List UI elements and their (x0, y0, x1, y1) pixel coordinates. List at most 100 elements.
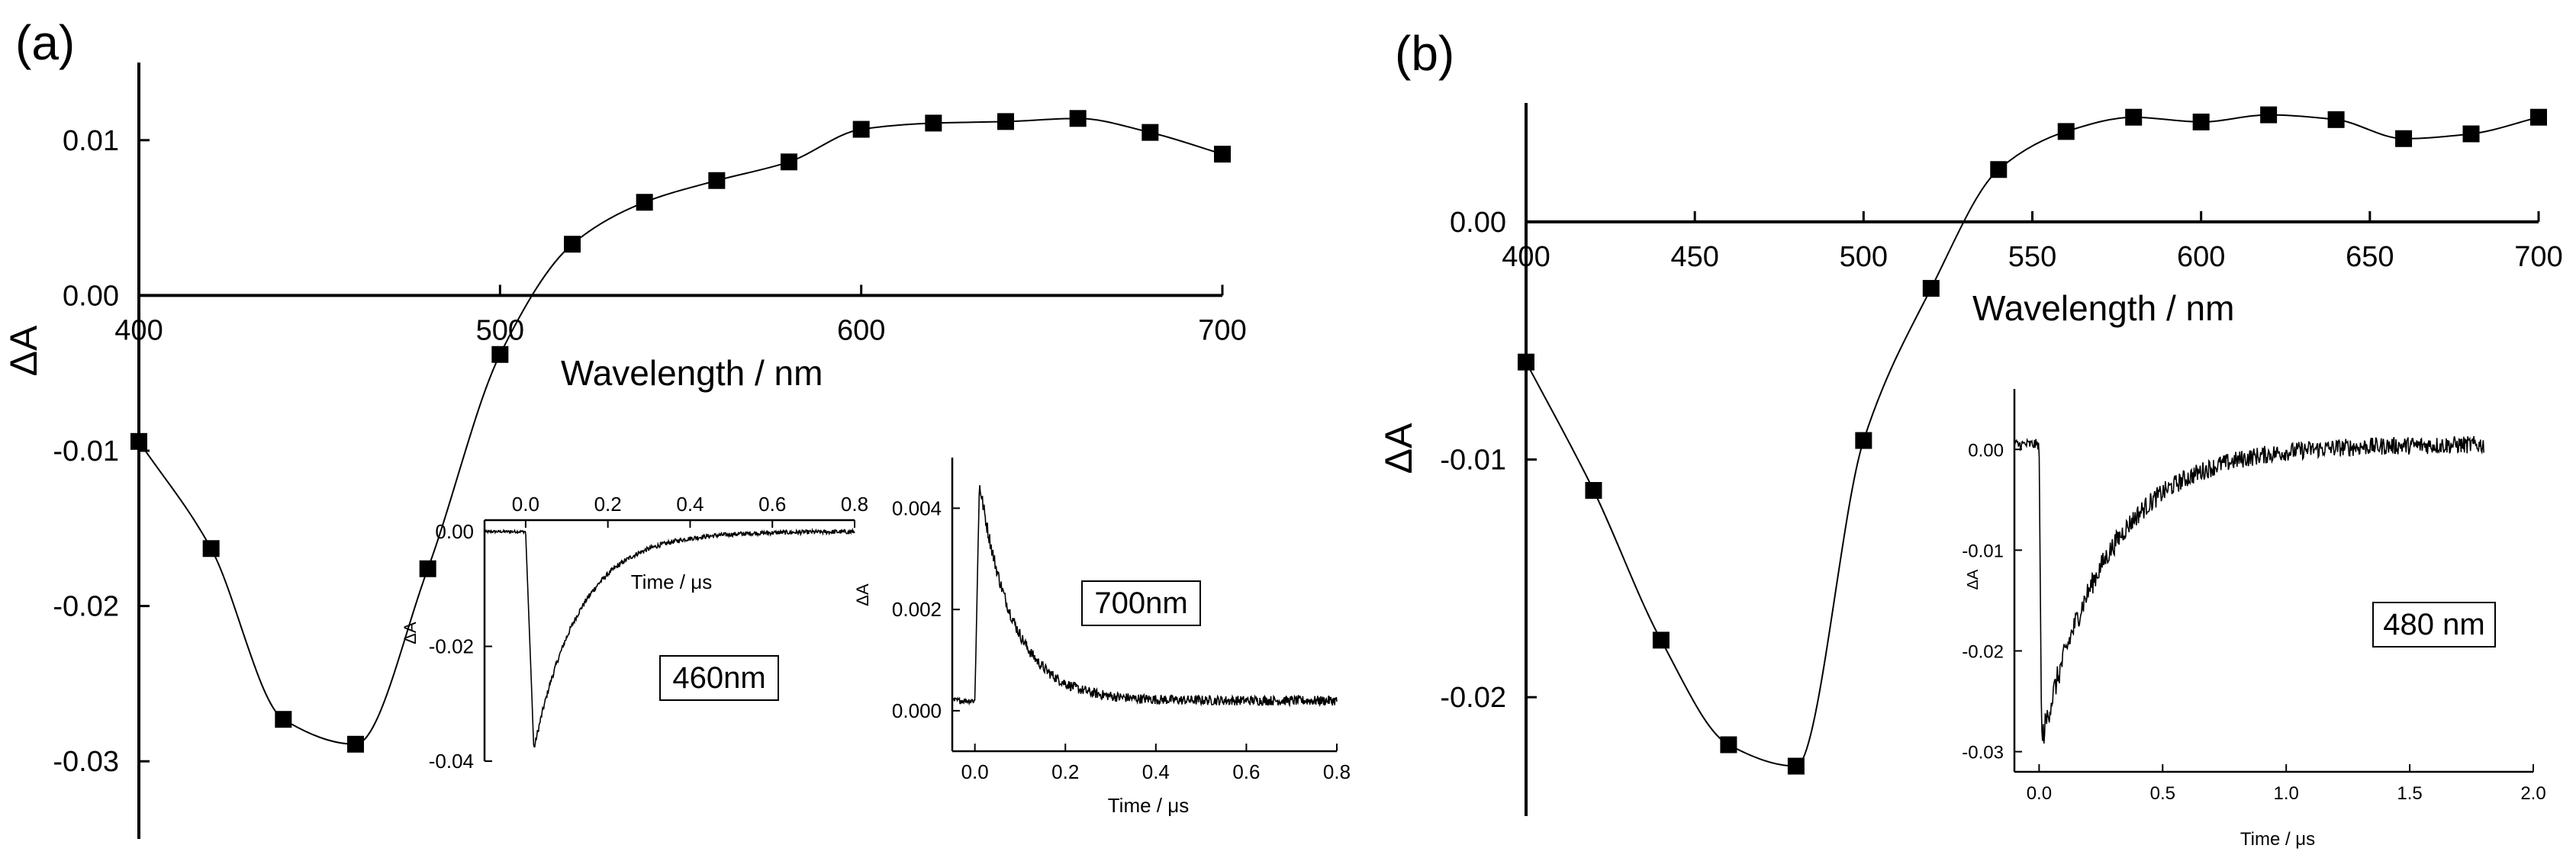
x-axis-label: Time / μs (1108, 794, 1189, 817)
data-point (636, 194, 653, 211)
y-axis-label: ΔA (1965, 569, 1982, 590)
x-tick-label: 0.5 (2150, 783, 2175, 804)
y-axis-label: ΔA (853, 583, 872, 606)
annotation-label: 700nm (1094, 586, 1187, 620)
data-point (1922, 280, 1940, 297)
chart-panel-b: 400 450 500 550 600 650 700 0.00 -0.01 -0.02 Wavel… (1377, 103, 2563, 816)
x-tick-label: 0.0 (512, 493, 539, 516)
y-tick-label: -0.01 (1440, 445, 1506, 477)
x-tick-label: 700 (2514, 241, 2562, 273)
data-point (275, 711, 292, 728)
y-tick-label: -0.03 (53, 746, 119, 778)
data-point (2530, 108, 2547, 126)
y-tick-label: -0.01 (1962, 541, 2004, 561)
annotation-box (1081, 580, 1201, 626)
data-point (2125, 108, 2143, 126)
y-tick-label: -0.01 (53, 435, 119, 468)
x-tick-label: 700 (1198, 314, 1246, 346)
x-tick-label: 500 (476, 314, 524, 346)
y-tick-label: -0.03 (1962, 743, 2004, 763)
y-tick-label: -0.02 (429, 635, 474, 658)
panel-label-b: (b) (1395, 26, 1454, 81)
fit-curve (138, 117, 1223, 745)
x-axis-label: Time / μs (631, 570, 712, 593)
kinetic-trace (952, 485, 1338, 708)
x-tick-label: 0.8 (1323, 760, 1351, 783)
x-tick-label: 0.2 (594, 493, 622, 516)
x-tick-label: 1.5 (2397, 783, 2422, 804)
y-axis-label: ΔA (1377, 423, 1420, 474)
y-tick-label: 0.00 (1968, 440, 2004, 461)
chart-inset-480nm: 0.0 0.5 1.0 1.5 2.0 0.00 -0.01 -0.02 -0.03 Time /… (1962, 389, 2546, 850)
x-tick-label: 0.8 (841, 493, 868, 516)
data-point (347, 735, 364, 753)
panel-label-a: (a) (15, 15, 75, 70)
data-point (564, 236, 581, 253)
data-point (781, 153, 797, 171)
y-axis-label: ΔA (2, 325, 45, 376)
data-point (708, 172, 726, 189)
data-point (997, 113, 1014, 130)
x-axis-label: Wavelength / nm (561, 353, 823, 393)
data-point (852, 121, 870, 138)
x-tick-label: 600 (2177, 241, 2225, 273)
y-tick-label: 0.00 (1450, 207, 1506, 239)
x-tick-label: 1.0 (2274, 783, 2299, 804)
y-tick-label: 0.004 (892, 496, 942, 519)
data-point (419, 560, 436, 577)
chart-inset-460nm: 0.0 0.2 0.4 0.6 0.8 0.00 -0.02 -0.04 Time / μs ΔA… (401, 493, 868, 773)
x-tick-label: 450 (1670, 241, 1718, 273)
annotation-box (2372, 602, 2496, 648)
data-point (1518, 353, 1534, 371)
data-point (2057, 123, 2075, 140)
data-point (491, 345, 509, 363)
data-point (1855, 432, 1872, 449)
data-point (2260, 106, 2278, 124)
y-tick-label: 0.00 (63, 280, 119, 312)
x-tick-label: 0.4 (676, 493, 704, 516)
data-point (1990, 161, 2008, 178)
data-point (2192, 113, 2210, 130)
data-point (130, 432, 147, 450)
y-tick-label: -0.02 (53, 591, 119, 623)
x-tick-label: 650 (2346, 241, 2394, 273)
x-tick-label: 0.6 (758, 493, 786, 516)
x-tick-label: 0.0 (961, 760, 989, 783)
data-point (1069, 110, 1087, 127)
data-point (1214, 146, 1231, 163)
data-point (2462, 125, 2480, 143)
x-axis-label: Wavelength / nm (1972, 288, 2234, 328)
x-tick-label: 600 (837, 314, 885, 346)
y-tick-label: 0.002 (892, 598, 942, 621)
data-point (2395, 130, 2413, 147)
data-point (925, 114, 942, 132)
chart-panel-a: 400 500 600 700 0.01 0.00 -0.01 -0.02 -0.03 Wavel… (2, 63, 1247, 839)
data-point (1141, 124, 1159, 141)
annotation-box (659, 655, 779, 701)
x-tick-label: 0.0 (2027, 783, 2052, 804)
kinetic-trace (2014, 435, 2484, 744)
x-tick-label: 500 (1840, 241, 1888, 273)
y-tick-label: -0.04 (429, 750, 474, 773)
data-point (1585, 482, 1602, 500)
chart-inset-700nm: 0.0 0.2 0.4 0.6 0.8 0.004 0.002 0.000 Time / μs Δ… (853, 458, 1351, 817)
y-tick-label: 0.000 (892, 699, 942, 722)
data-point (202, 540, 220, 558)
kinetic-trace (484, 527, 855, 748)
x-tick-label: 0.6 (1232, 760, 1260, 783)
x-tick-label: 0.2 (1051, 760, 1079, 783)
y-axis-label: ΔA (401, 622, 420, 644)
data-point (2327, 111, 2345, 128)
y-tick-label: -0.02 (1440, 682, 1506, 714)
x-tick-label: 550 (2008, 241, 2056, 273)
x-tick-label: 400 (1502, 241, 1550, 273)
y-tick-label: 0.00 (435, 520, 474, 543)
annotation-label: 460nm (672, 661, 765, 695)
x-axis-label: Time / μs (2240, 829, 2315, 850)
x-tick-label: 0.4 (1142, 760, 1170, 783)
data-point (1720, 736, 1737, 754)
x-tick-label: 400 (114, 314, 163, 346)
annotation-label: 480 nm (2383, 608, 2484, 641)
data-point (1652, 631, 1670, 649)
